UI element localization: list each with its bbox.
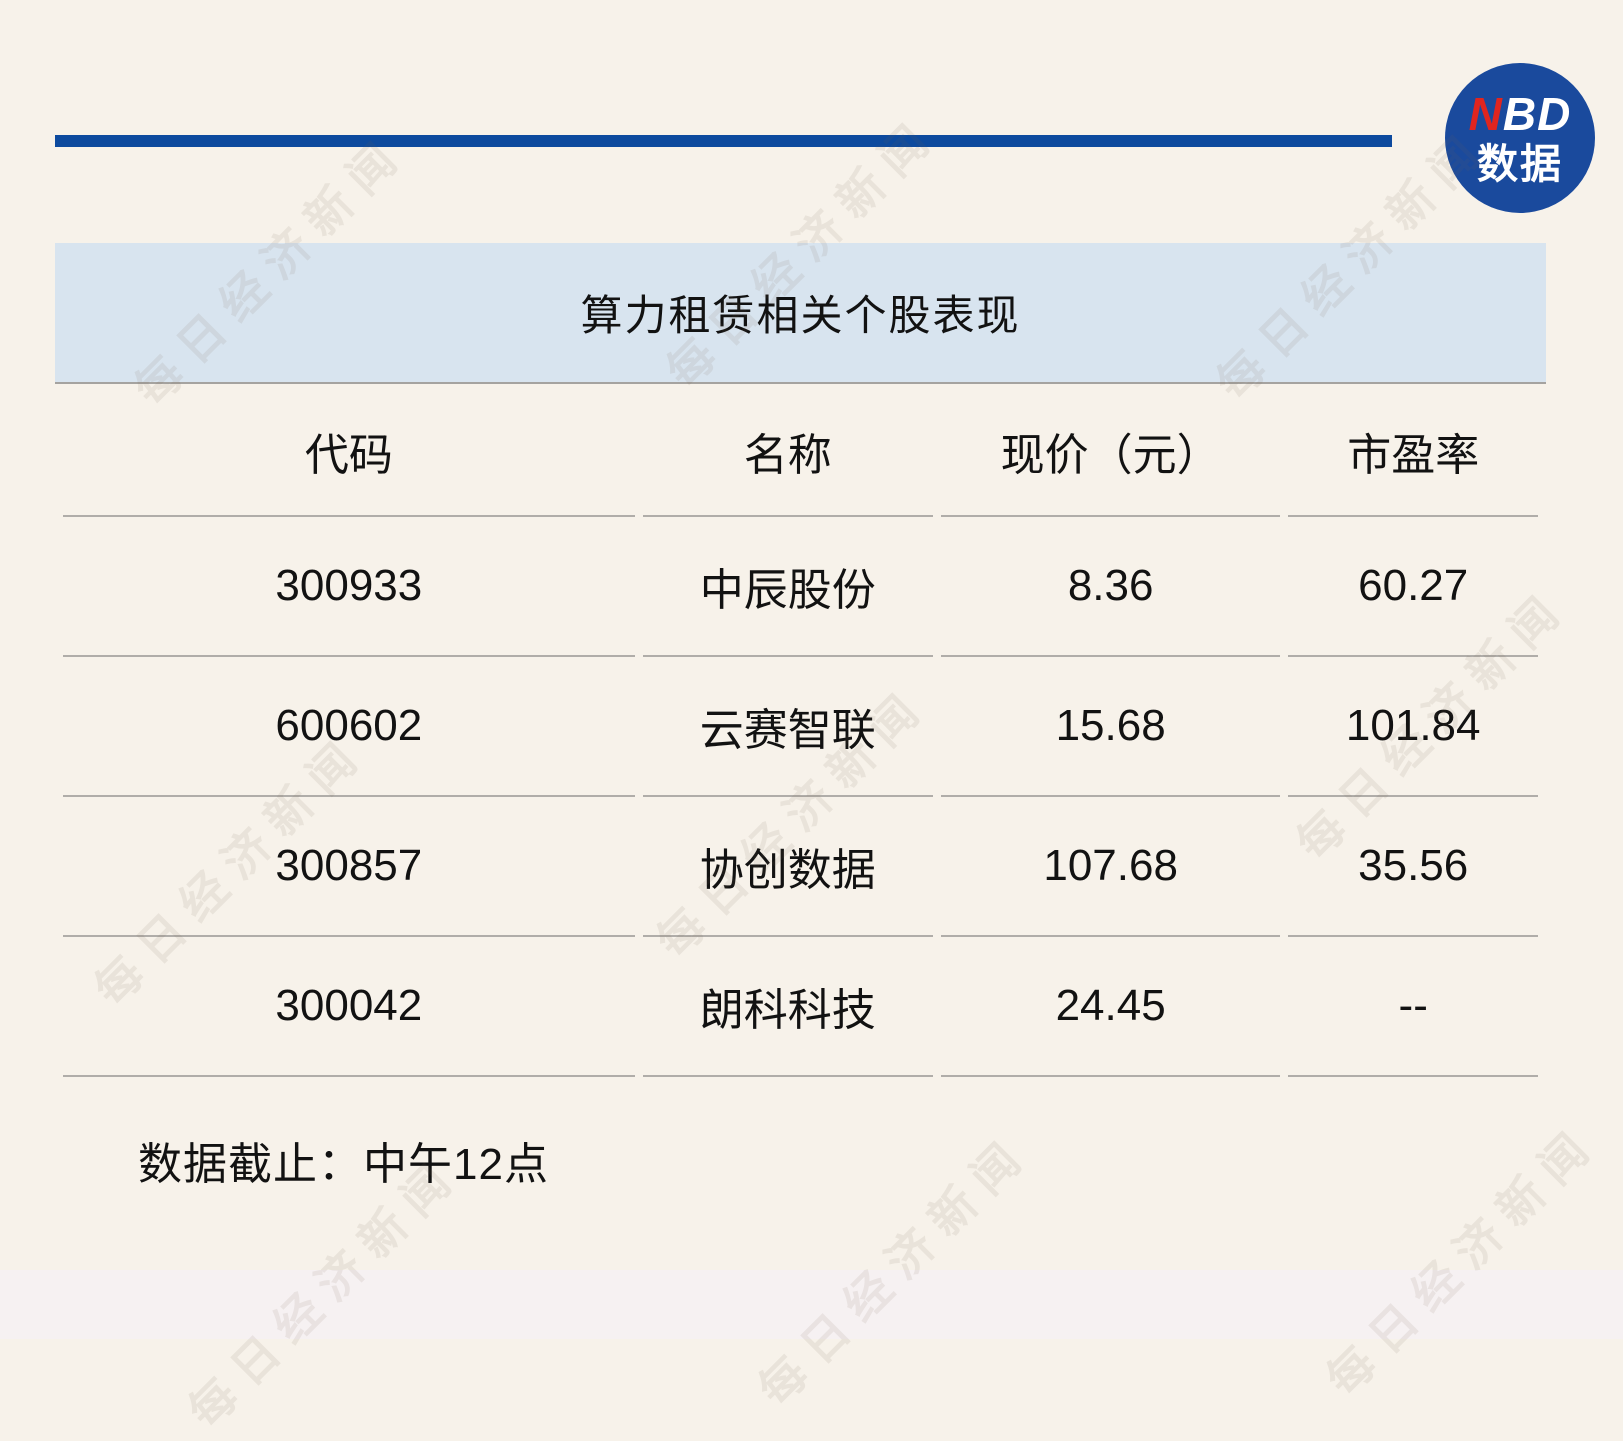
cell-name: 朗科科技 xyxy=(642,937,933,1077)
table-row: 600602 云赛智联 15.68 101.84 xyxy=(63,657,1538,797)
nbd-logo-subtitle: 数据 xyxy=(1477,141,1563,187)
cell-name: 中辰股份 xyxy=(642,517,933,657)
nbd-logo-letters-bd: BD xyxy=(1502,88,1572,140)
cell-price: 8.36 xyxy=(940,517,1281,657)
cell-pe: 101.84 xyxy=(1288,657,1538,797)
cell-pe: -- xyxy=(1288,937,1538,1077)
column-header-pe: 市盈率 xyxy=(1288,386,1538,517)
watermark-text: 每日经济新闻 xyxy=(741,1117,1042,1418)
cell-code: 300042 xyxy=(63,937,635,1077)
column-header-code: 代码 xyxy=(63,386,635,517)
stock-table: 代码 名称 现价（元） 市盈率 300933 中辰股份 8.36 60.27 6… xyxy=(55,386,1546,1077)
cell-name: 云赛智联 xyxy=(642,657,933,797)
stock-table-body: 300933 中辰股份 8.36 60.27 600602 云赛智联 15.68… xyxy=(63,517,1538,1077)
cell-pe: 60.27 xyxy=(1288,517,1538,657)
infographic-canvas: NBD 数据 算力租赁相关个股表现 代码 名称 现价（元） 市盈率 300933… xyxy=(0,63,1623,1438)
stock-table-header: 代码 名称 现价（元） 市盈率 xyxy=(63,386,1538,517)
table-row: 300857 协创数据 107.68 35.56 xyxy=(63,797,1538,937)
cell-code: 600602 xyxy=(63,657,635,797)
cell-price: 24.45 xyxy=(940,937,1281,1077)
cell-price: 15.68 xyxy=(940,657,1281,797)
cell-name: 协创数据 xyxy=(642,797,933,937)
table-title-band: 算力租赁相关个股表现 xyxy=(55,243,1546,384)
cell-price: 107.68 xyxy=(940,797,1281,937)
nbd-logo: NBD 数据 xyxy=(1445,63,1595,213)
nbd-logo-letter-n: N xyxy=(1468,88,1503,140)
bottom-tint-band xyxy=(0,1270,1623,1339)
nbd-logo-wordmark: NBD xyxy=(1469,91,1572,137)
cell-code: 300857 xyxy=(63,797,635,937)
table-row: 300042 朗科科技 24.45 -- xyxy=(63,937,1538,1077)
data-cutoff-note: 数据截止：中午12点 xyxy=(138,1140,549,1189)
cell-code: 300933 xyxy=(63,517,635,657)
header-row: 代码 名称 现价（元） 市盈率 xyxy=(63,386,1538,517)
header-blue-rule xyxy=(55,135,1392,147)
column-header-name: 名称 xyxy=(642,386,933,517)
table-title: 算力租赁相关个股表现 xyxy=(580,292,1021,339)
column-header-price: 现价（元） xyxy=(940,386,1281,517)
table-row: 300933 中辰股份 8.36 60.27 xyxy=(63,517,1538,657)
watermark-text: 每日经济新闻 xyxy=(1316,1114,1608,1406)
cell-pe: 35.56 xyxy=(1288,797,1538,937)
